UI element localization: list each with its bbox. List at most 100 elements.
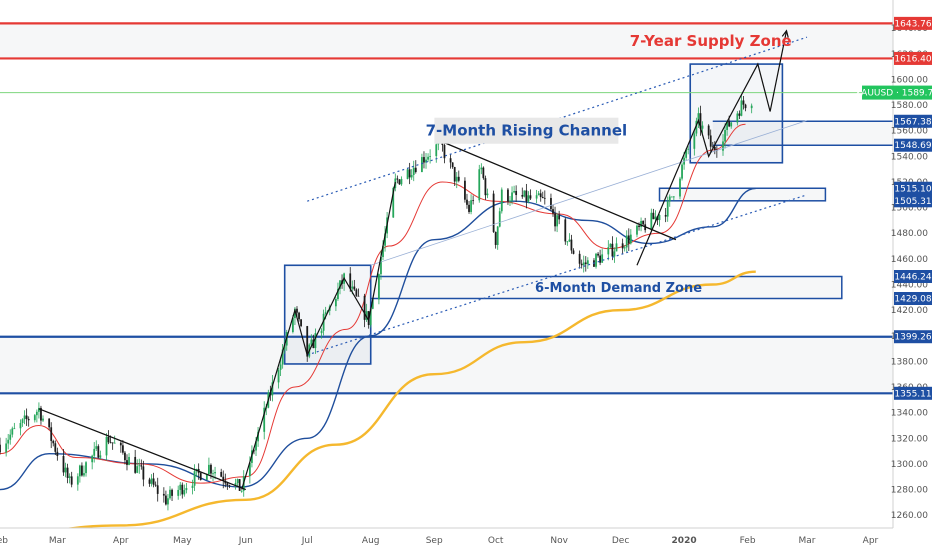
level-label-bg [894,16,932,30]
candle-body [552,209,554,214]
candle-body [349,273,352,289]
candle-body [724,129,726,142]
candle-body [650,212,653,231]
candle-body [629,234,632,244]
annotation-supply-zone: 7-Year Supply Zone [630,32,792,50]
candle-body [558,215,561,220]
candle-body [500,189,503,212]
candle-body [257,431,259,442]
time-tick-label: Sep [426,536,443,546]
candle-body [78,465,81,477]
time-axis[interactable]: Feb Mar Apr May Jun Jul Aug Sep Oct Nov Dec 2020 Feb… [0,536,879,546]
candle-body [240,490,243,492]
candle-body [179,484,182,490]
candle-body [687,148,690,150]
candle-body [193,471,196,486]
candle-body [91,455,94,463]
candle-body [449,158,452,163]
candle-body [398,179,401,185]
candle-body [410,175,413,178]
candle-body [70,476,73,485]
candle-body [320,330,323,334]
candle-body [0,444,1,453]
candle-body [138,465,141,467]
candle-body [455,176,458,182]
candle-body [406,169,409,179]
candle-body [468,204,470,212]
candle-body [150,478,153,484]
candle-body [595,253,597,267]
candle-body [564,219,567,242]
level-label: 1515.10 [894,184,931,194]
supply-zone-fill [0,23,893,59]
candle-body [19,422,22,429]
trendline [38,408,247,491]
breakout-zone-border [658,187,827,202]
price-tick-label: 1380.00 [891,357,928,367]
candle-body [181,484,184,495]
candle-body [709,135,712,147]
candle-body [334,299,337,307]
candle-body [537,193,540,196]
candle-body [21,419,24,423]
candle-body [486,193,489,196]
candle-body [185,488,188,491]
candle-body [291,318,294,332]
candle-body [509,200,511,202]
candle-body [54,443,57,452]
candle-body [599,255,602,263]
time-tick-label: Dec [612,536,629,546]
candle-body [220,472,223,477]
time-tick-label: Mar [49,536,66,546]
price-tick-label: 1460.00 [891,255,928,265]
time-tick-label: Jun [238,536,253,546]
candle-body [27,418,30,421]
candle-body [640,220,642,228]
candle-body [580,263,583,266]
candle-body [121,445,124,453]
level-label-bg [894,51,932,65]
candle-body [668,196,671,202]
candle-body [281,349,284,365]
level-label: 1616.40 [894,54,931,64]
candle-body [513,190,515,193]
candle-body [707,125,710,136]
level-label-bg [894,270,932,284]
candle-body [529,195,532,199]
candle-body [136,466,139,473]
candle-body [421,157,423,173]
channel-mid-line [370,120,808,266]
candle-body [263,407,266,432]
candle-body [9,434,12,440]
candle-body [582,262,585,266]
candle-body [124,452,126,461]
candle-body [496,226,499,245]
price-tick-label: 1500.00 [891,204,928,214]
candle-body [210,464,212,474]
candle-body [119,442,122,446]
candle-body [140,465,143,467]
time-axis-panel [0,528,932,550]
candle-body [128,456,130,465]
candle-body [693,133,696,149]
candle-body [652,212,655,220]
candle-body [670,196,673,198]
candle-body [578,253,581,264]
candle-body [392,187,395,218]
candle-body [484,178,487,196]
candle-body [38,407,40,412]
time-tick-label: Aug [362,536,380,546]
price-tick-label: 1420.00 [891,306,928,316]
candle-body [113,442,116,444]
candle-body [236,479,239,483]
candle-body [711,146,714,148]
candle-body [99,455,102,458]
candle-body [296,308,298,313]
candle-body [156,485,159,494]
candle-body [337,288,339,300]
candle-body [298,312,300,320]
candle-body [384,233,386,246]
low-zone-fill [0,336,893,394]
candle-body [396,178,399,180]
